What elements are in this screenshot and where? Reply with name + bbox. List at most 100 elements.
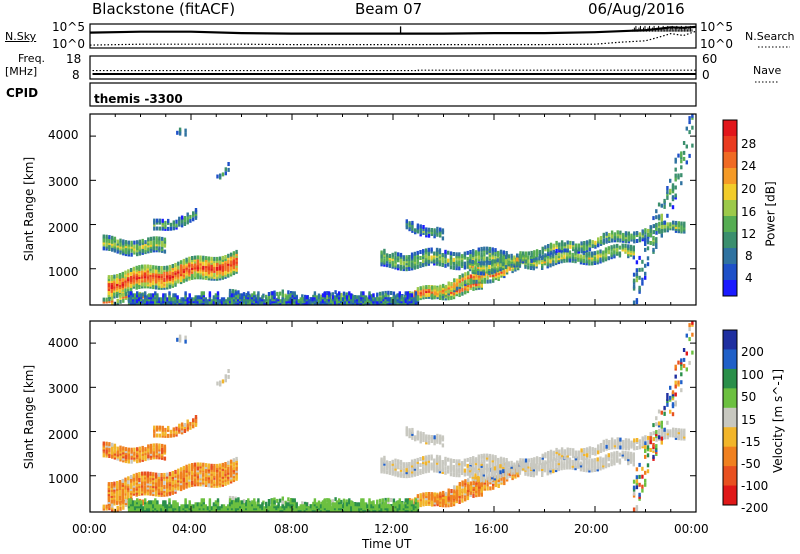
velocity-cell bbox=[447, 465, 450, 470]
power-cell bbox=[221, 172, 225, 177]
velocity-cell bbox=[630, 440, 633, 445]
velocity-cell bbox=[474, 465, 478, 470]
velocity-cell bbox=[497, 457, 500, 462]
velocity-cell bbox=[433, 498, 437, 503]
power-cell bbox=[261, 295, 264, 300]
power-cell bbox=[410, 252, 414, 257]
power-cell bbox=[163, 265, 166, 270]
power-cell bbox=[655, 215, 658, 220]
power-cell bbox=[416, 223, 420, 228]
power-cell bbox=[466, 260, 469, 265]
power-cell bbox=[569, 240, 572, 245]
velocity-cell bbox=[419, 431, 422, 436]
power-cell bbox=[191, 273, 194, 278]
velocity-cell bbox=[507, 467, 510, 472]
velocity-cell bbox=[458, 473, 461, 478]
velocity-cell bbox=[119, 506, 122, 511]
velocity-cell bbox=[629, 451, 633, 456]
velocity-cell bbox=[188, 463, 191, 468]
velocity-cell bbox=[193, 462, 197, 467]
power-cell bbox=[499, 257, 502, 262]
power-cell bbox=[447, 281, 450, 286]
power-cell bbox=[669, 188, 672, 193]
power-cell bbox=[461, 273, 464, 278]
power-cell bbox=[340, 297, 343, 302]
power-cell bbox=[468, 259, 472, 264]
power-cell bbox=[213, 272, 216, 277]
velocity-cell bbox=[660, 428, 664, 432]
power-cell bbox=[279, 299, 282, 304]
power-cell bbox=[516, 257, 519, 262]
velocity-cell bbox=[610, 441, 614, 446]
power-cell bbox=[458, 260, 461, 265]
velocity-cell bbox=[301, 501, 304, 506]
velocity-cell bbox=[155, 425, 159, 430]
freq-nave-panel bbox=[92, 69, 696, 75]
velocity-cell bbox=[649, 436, 652, 441]
power-cell bbox=[175, 219, 178, 224]
power-cell bbox=[424, 254, 428, 259]
power-cell bbox=[224, 255, 227, 259]
velocity-cell bbox=[494, 455, 497, 460]
power-cell bbox=[560, 240, 564, 245]
power-cell bbox=[153, 218, 156, 223]
velocity-cell bbox=[207, 463, 211, 468]
power-cell bbox=[163, 273, 166, 278]
power-cell bbox=[455, 252, 458, 257]
power-cell bbox=[433, 228, 436, 233]
velocity-cell bbox=[605, 438, 608, 443]
power-cell bbox=[287, 290, 290, 295]
velocity-cell bbox=[638, 482, 641, 487]
velocity-cell bbox=[204, 463, 208, 468]
power-cell bbox=[285, 295, 288, 300]
power-cell bbox=[441, 259, 444, 263]
power-cell bbox=[496, 258, 499, 263]
power-cell bbox=[152, 265, 155, 270]
power-cell bbox=[644, 275, 647, 280]
velocity-cell bbox=[196, 462, 199, 467]
power-cell bbox=[400, 295, 403, 300]
power-cell bbox=[391, 260, 394, 265]
velocity-cell bbox=[378, 498, 382, 503]
power-cell bbox=[267, 296, 271, 300]
power-cell bbox=[333, 295, 337, 300]
power-cell bbox=[146, 295, 149, 300]
power-cell bbox=[530, 258, 533, 263]
power-cell bbox=[641, 277, 644, 282]
velocity-cell bbox=[179, 467, 183, 472]
velocity-cell bbox=[312, 501, 315, 506]
power-cell bbox=[213, 256, 216, 261]
velocity-cell bbox=[402, 462, 405, 467]
power-cell bbox=[599, 236, 603, 240]
noise-series-0 bbox=[89, 25, 697, 35]
power-cell bbox=[635, 278, 639, 283]
power-cell bbox=[278, 291, 282, 296]
power-cell bbox=[644, 238, 647, 242]
velocity-cell bbox=[580, 448, 583, 453]
power-cell bbox=[627, 237, 630, 242]
power-cell bbox=[180, 297, 183, 302]
power-cell bbox=[164, 293, 167, 298]
velocity-cell bbox=[385, 460, 389, 465]
power-cell bbox=[430, 285, 434, 290]
velocity-cell bbox=[147, 444, 150, 449]
velocity-cell bbox=[152, 447, 155, 452]
power-cell bbox=[378, 297, 381, 302]
velocity-cell bbox=[552, 450, 555, 455]
power-cell bbox=[504, 255, 508, 260]
power-cell bbox=[116, 239, 119, 244]
power-cell bbox=[362, 291, 365, 296]
power-cell bbox=[588, 247, 592, 252]
velocity-cell bbox=[519, 466, 522, 471]
velocity-cell bbox=[527, 458, 530, 463]
velocity-cell bbox=[571, 459, 574, 464]
power-cell bbox=[155, 226, 159, 231]
power-cell bbox=[133, 293, 137, 298]
power-cell bbox=[591, 261, 594, 266]
velocity-cell bbox=[381, 498, 384, 503]
power-cell bbox=[227, 162, 230, 166]
power-cell bbox=[281, 297, 284, 302]
velocity-cell bbox=[136, 459, 139, 464]
power-cell bbox=[410, 293, 414, 298]
velocity-cell bbox=[453, 485, 456, 490]
